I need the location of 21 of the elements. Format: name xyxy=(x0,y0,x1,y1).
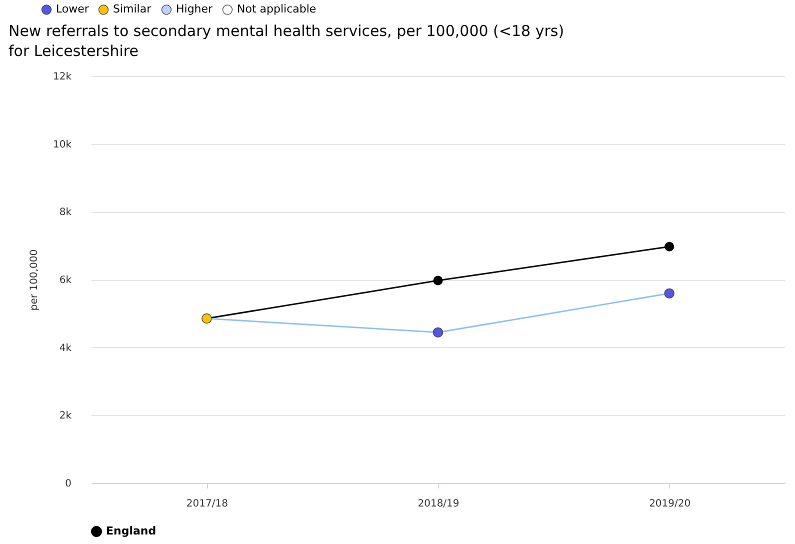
y-tick-label: 4k xyxy=(59,342,72,354)
y-tick-label: 12k xyxy=(52,72,72,82)
chart-title: New referrals to secondary mental health services, per 100,000 (<18 yrs) for Leicestershire xyxy=(8,22,564,60)
point xyxy=(664,242,674,252)
legend-label: Higher xyxy=(176,2,214,16)
legend-label: Similar xyxy=(113,2,152,16)
y-tick-label: 6k xyxy=(59,275,72,286)
x-tick-label: 2017/18 xyxy=(186,498,228,510)
y-tick-label: 10k xyxy=(52,139,72,150)
y-tick-label: 2k xyxy=(59,410,72,422)
legend-label: England xyxy=(106,524,156,538)
x-tick-label: 2018/19 xyxy=(418,498,460,510)
x-tick-label: 2019/20 xyxy=(649,498,691,510)
y-tick-label: 8k xyxy=(59,207,72,218)
point xyxy=(664,288,674,298)
point xyxy=(433,276,443,286)
point xyxy=(432,327,444,338)
y-tick-label: 0 xyxy=(65,478,72,490)
y-axis-title: per 100,000 xyxy=(28,249,40,311)
legend-label: Lower xyxy=(56,2,90,16)
legend-label: Not applicable xyxy=(237,2,316,16)
